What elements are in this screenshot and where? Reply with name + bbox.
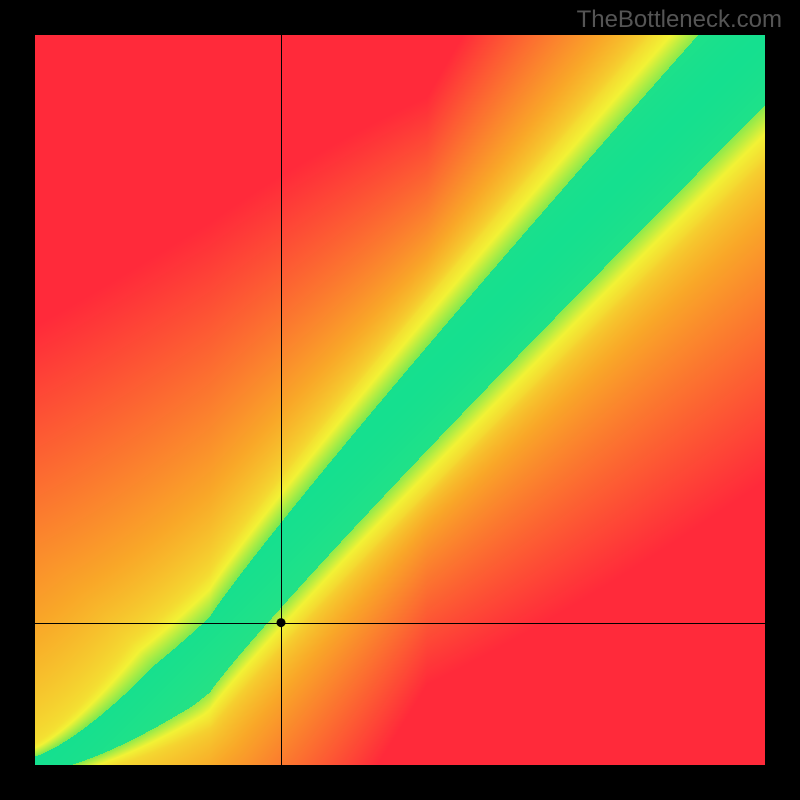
plot-area [35, 35, 765, 765]
chart-container: { "watermark": { "text": "TheBottleneck.… [0, 0, 800, 800]
crosshair-overlay [35, 35, 765, 765]
watermark-text: TheBottleneck.com [577, 6, 782, 34]
